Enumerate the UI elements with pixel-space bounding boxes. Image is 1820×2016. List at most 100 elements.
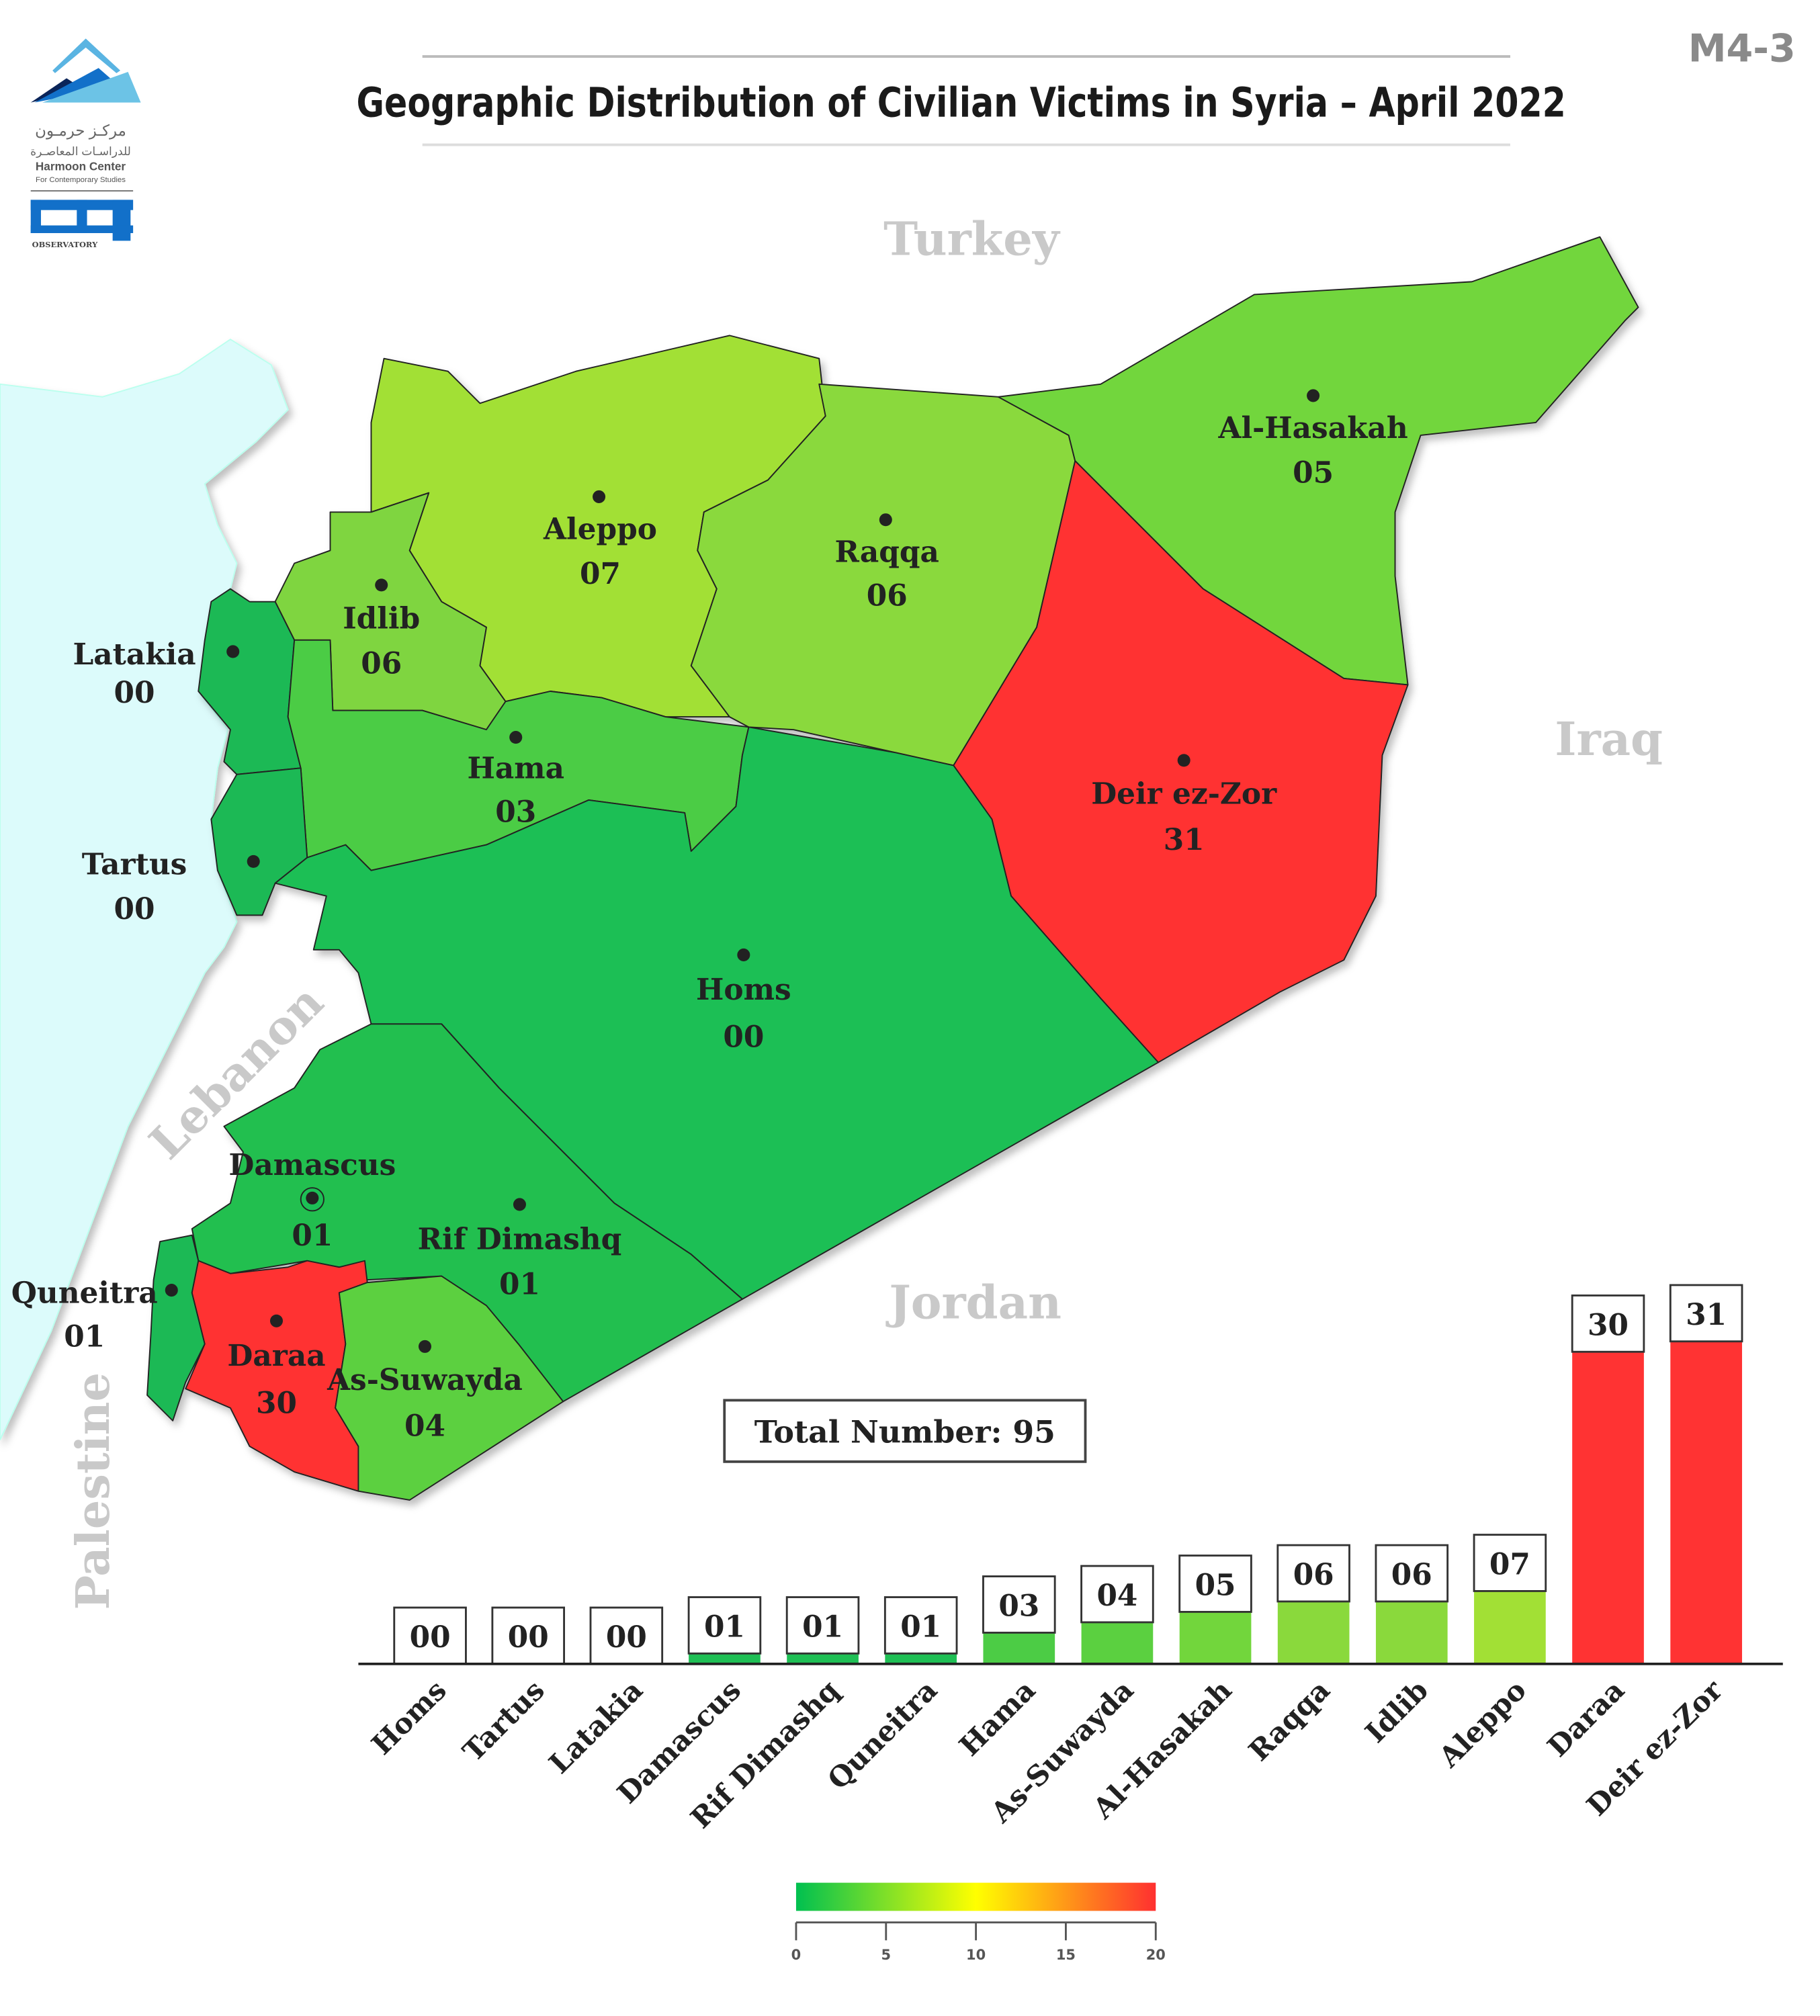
legend-tick-label: 0: [791, 1947, 801, 1963]
region-dot-homs: [737, 948, 750, 961]
region-value-latakia: 00: [114, 676, 155, 710]
bar-value-label: 04: [1096, 1579, 1137, 1613]
region-name-daraa: Daraa: [227, 1339, 325, 1373]
region-value-raqqa: 06: [867, 578, 908, 613]
bar-label-box: [1178, 1554, 1252, 1613]
region-name-quneitra: Quneitra: [11, 1276, 158, 1311]
region-homs[interactable]: [274, 726, 1160, 1300]
region-as-suwayda[interactable]: [335, 1275, 564, 1501]
legend-tick-label: 15: [1056, 1947, 1076, 1963]
bar-value-label: 07: [1489, 1548, 1530, 1582]
bar-label-box: [687, 1596, 762, 1655]
bar-value-label: 03: [998, 1589, 1039, 1624]
x-tick-label: Raqqa: [1242, 1673, 1336, 1767]
bar-label-box: [982, 1575, 1056, 1634]
observatory-logo: OBSERVATORY: [30, 200, 134, 249]
bar-label-box: [1571, 1295, 1645, 1353]
bar-6: [983, 1632, 1055, 1664]
region-dot-rif-dimashq: [513, 1198, 526, 1211]
region-value-damascus: 01: [292, 1219, 333, 1253]
region-value-hama: 03: [495, 795, 536, 829]
region-name-tartus: Tartus: [82, 847, 187, 881]
map-labels: Aleppo 07 Idlib 06 Raqqa 06 Al-Hasakah 05 Deir e…: [11, 389, 1408, 1444]
region-dot-daraa: [269, 1314, 284, 1327]
color-scale-legend: 0 5 10 15 20: [791, 1882, 1166, 1963]
region-value-aleppo: 07: [580, 557, 621, 591]
region-value-deir-ez-zor: 31: [1164, 823, 1205, 857]
legend-tick-label: 20: [1146, 1947, 1166, 1963]
region-value-al-hasakah: 05: [1293, 455, 1334, 490]
bar-value-label: 01: [802, 1610, 843, 1645]
logo-mountain-icon: [110, 44, 165, 71]
bar-label-box: [491, 1606, 565, 1665]
region-name-al-hasakah: Al-Hasakah: [1218, 411, 1408, 445]
x-tick-label: Aleppo: [1432, 1673, 1532, 1774]
region-name-damascus: Damascus: [228, 1148, 396, 1182]
bar-8: [1179, 1612, 1252, 1664]
x-tick-label: Daraa: [1541, 1673, 1631, 1763]
bar-value-label: 06: [1293, 1558, 1334, 1592]
total-box: Total Number: 95: [723, 1399, 1087, 1463]
region-value-homs: 00: [723, 1020, 764, 1055]
legend-tick-label: 10: [966, 1947, 986, 1963]
bar-value-label: 00: [508, 1620, 549, 1655]
region-name-idlib: Idlib: [343, 602, 420, 636]
region-dot-quneitra: [165, 1284, 178, 1297]
bar-9: [1277, 1601, 1350, 1664]
x-tick-label: Idlib: [1359, 1673, 1434, 1749]
map-code: M4-3: [1688, 27, 1796, 71]
country-palestine: Palestine: [67, 1372, 120, 1610]
region-name-hama: Hama: [467, 752, 564, 786]
bar-label-box: [1375, 1544, 1449, 1603]
region-quneitra[interactable]: [146, 1234, 206, 1421]
logo-arabic-line2: للدراسـات المعاصـرة: [30, 144, 131, 158]
region-name-deir-ez-zor: Deir ez-Zor: [1091, 777, 1277, 812]
region-value-as-suwayda: 04: [404, 1409, 445, 1444]
region-name-latakia: Latakia: [73, 638, 196, 672]
bar-value-label: 00: [606, 1620, 647, 1655]
bar-value-label: 00: [410, 1620, 451, 1655]
bar-value-label: 06: [1391, 1558, 1432, 1592]
region-name-aleppo: Aleppo: [543, 512, 657, 546]
x-tick-label: Hama: [953, 1673, 1041, 1762]
region-tartus[interactable]: [210, 767, 308, 916]
bar-7: [1081, 1622, 1154, 1664]
region-dot-aleppo: [593, 490, 606, 503]
region-value-idlib: 06: [361, 646, 402, 681]
region-dot-idlib: [375, 578, 388, 592]
bar-value-label: 01: [900, 1610, 941, 1645]
page-title: Geographic Distribution of Civilian Vict…: [357, 79, 1566, 127]
region-dot-al-hasakah: [1307, 389, 1320, 402]
region-dot-damascus: [306, 1191, 319, 1204]
country-turkey: Turkey: [883, 212, 1061, 266]
region-name-homs: Homs: [696, 973, 791, 1007]
x-tick-label: Homs: [365, 1673, 452, 1761]
bar-label-box: [1473, 1534, 1547, 1592]
harmoon-logo: مركـز حرمـون للدراسـات المعاصـرة Harmoon…: [30, 38, 165, 249]
bar-value-label: 30: [1588, 1308, 1629, 1342]
region-value-tartus: 00: [114, 892, 155, 926]
region-dot-raqqa: [879, 513, 892, 527]
total-number: Total Number: 95: [754, 1413, 1055, 1450]
region-dot-latakia: [226, 645, 240, 658]
region-dot-deir-ez-zor: [1177, 754, 1190, 767]
bar-label-box: [785, 1596, 860, 1655]
region-name-rif-dimashq: Rif Dimashq: [418, 1223, 622, 1257]
bar-label-box: [883, 1596, 958, 1655]
region-dot-hama: [509, 731, 523, 744]
bar-label-box: [393, 1606, 467, 1665]
bar-label-box: [1080, 1565, 1154, 1624]
bar-value-label: 31: [1686, 1298, 1727, 1332]
legend-tick-label: 5: [881, 1947, 891, 1963]
bar-11: [1474, 1591, 1546, 1664]
bar-value-label: 05: [1195, 1569, 1236, 1603]
country-iraq: Iraq: [1555, 713, 1663, 766]
x-tick-label: Tartus: [456, 1673, 551, 1768]
region-value-quneitra: 01: [64, 1319, 105, 1354]
region-dot-tartus: [247, 854, 260, 868]
bar-5: [885, 1653, 957, 1664]
bar-13: [1670, 1341, 1742, 1664]
region-value-rif-dimashq: 01: [499, 1267, 540, 1301]
bar-10: [1375, 1601, 1448, 1664]
